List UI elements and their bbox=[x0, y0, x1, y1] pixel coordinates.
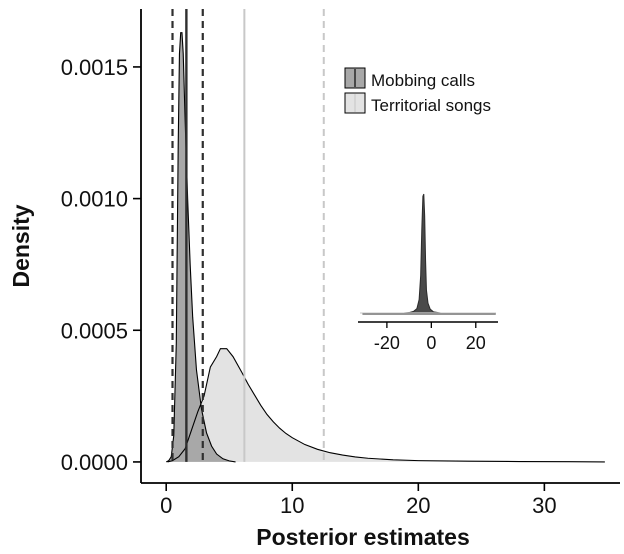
territorial-songs-density-area bbox=[167, 348, 605, 462]
x-tick-label-20: 20 bbox=[406, 493, 430, 518]
y-tick-label-1: 0.0005 bbox=[61, 318, 128, 343]
mobbing-calls-density-area bbox=[166, 32, 236, 462]
inset-density-area bbox=[362, 193, 496, 315]
y-tick-label-0: 0.0000 bbox=[61, 450, 128, 475]
x-tick-label-10: 10 bbox=[280, 493, 304, 518]
x-tick-label-30: 30 bbox=[532, 493, 556, 518]
inset-x-tick-label-1: 0 bbox=[426, 333, 436, 353]
x-tick-label-0: 0 bbox=[160, 493, 172, 518]
y-tick-label-3: 0.0015 bbox=[61, 55, 128, 80]
inset-x-tick-label-0: -20 bbox=[374, 333, 400, 353]
territorial-songs-legend-label: Territorial songs bbox=[371, 96, 491, 115]
inset-x-tick-label-2: 20 bbox=[466, 333, 486, 353]
y-tick-label-2: 0.0010 bbox=[61, 187, 128, 212]
x-axis-title: Posterior estimates bbox=[256, 524, 469, 550]
y-axis-title: Density bbox=[8, 204, 34, 287]
mobbing-calls-legend-label: Mobbing calls bbox=[371, 71, 475, 90]
territorial-songs-density-line bbox=[167, 348, 605, 463]
